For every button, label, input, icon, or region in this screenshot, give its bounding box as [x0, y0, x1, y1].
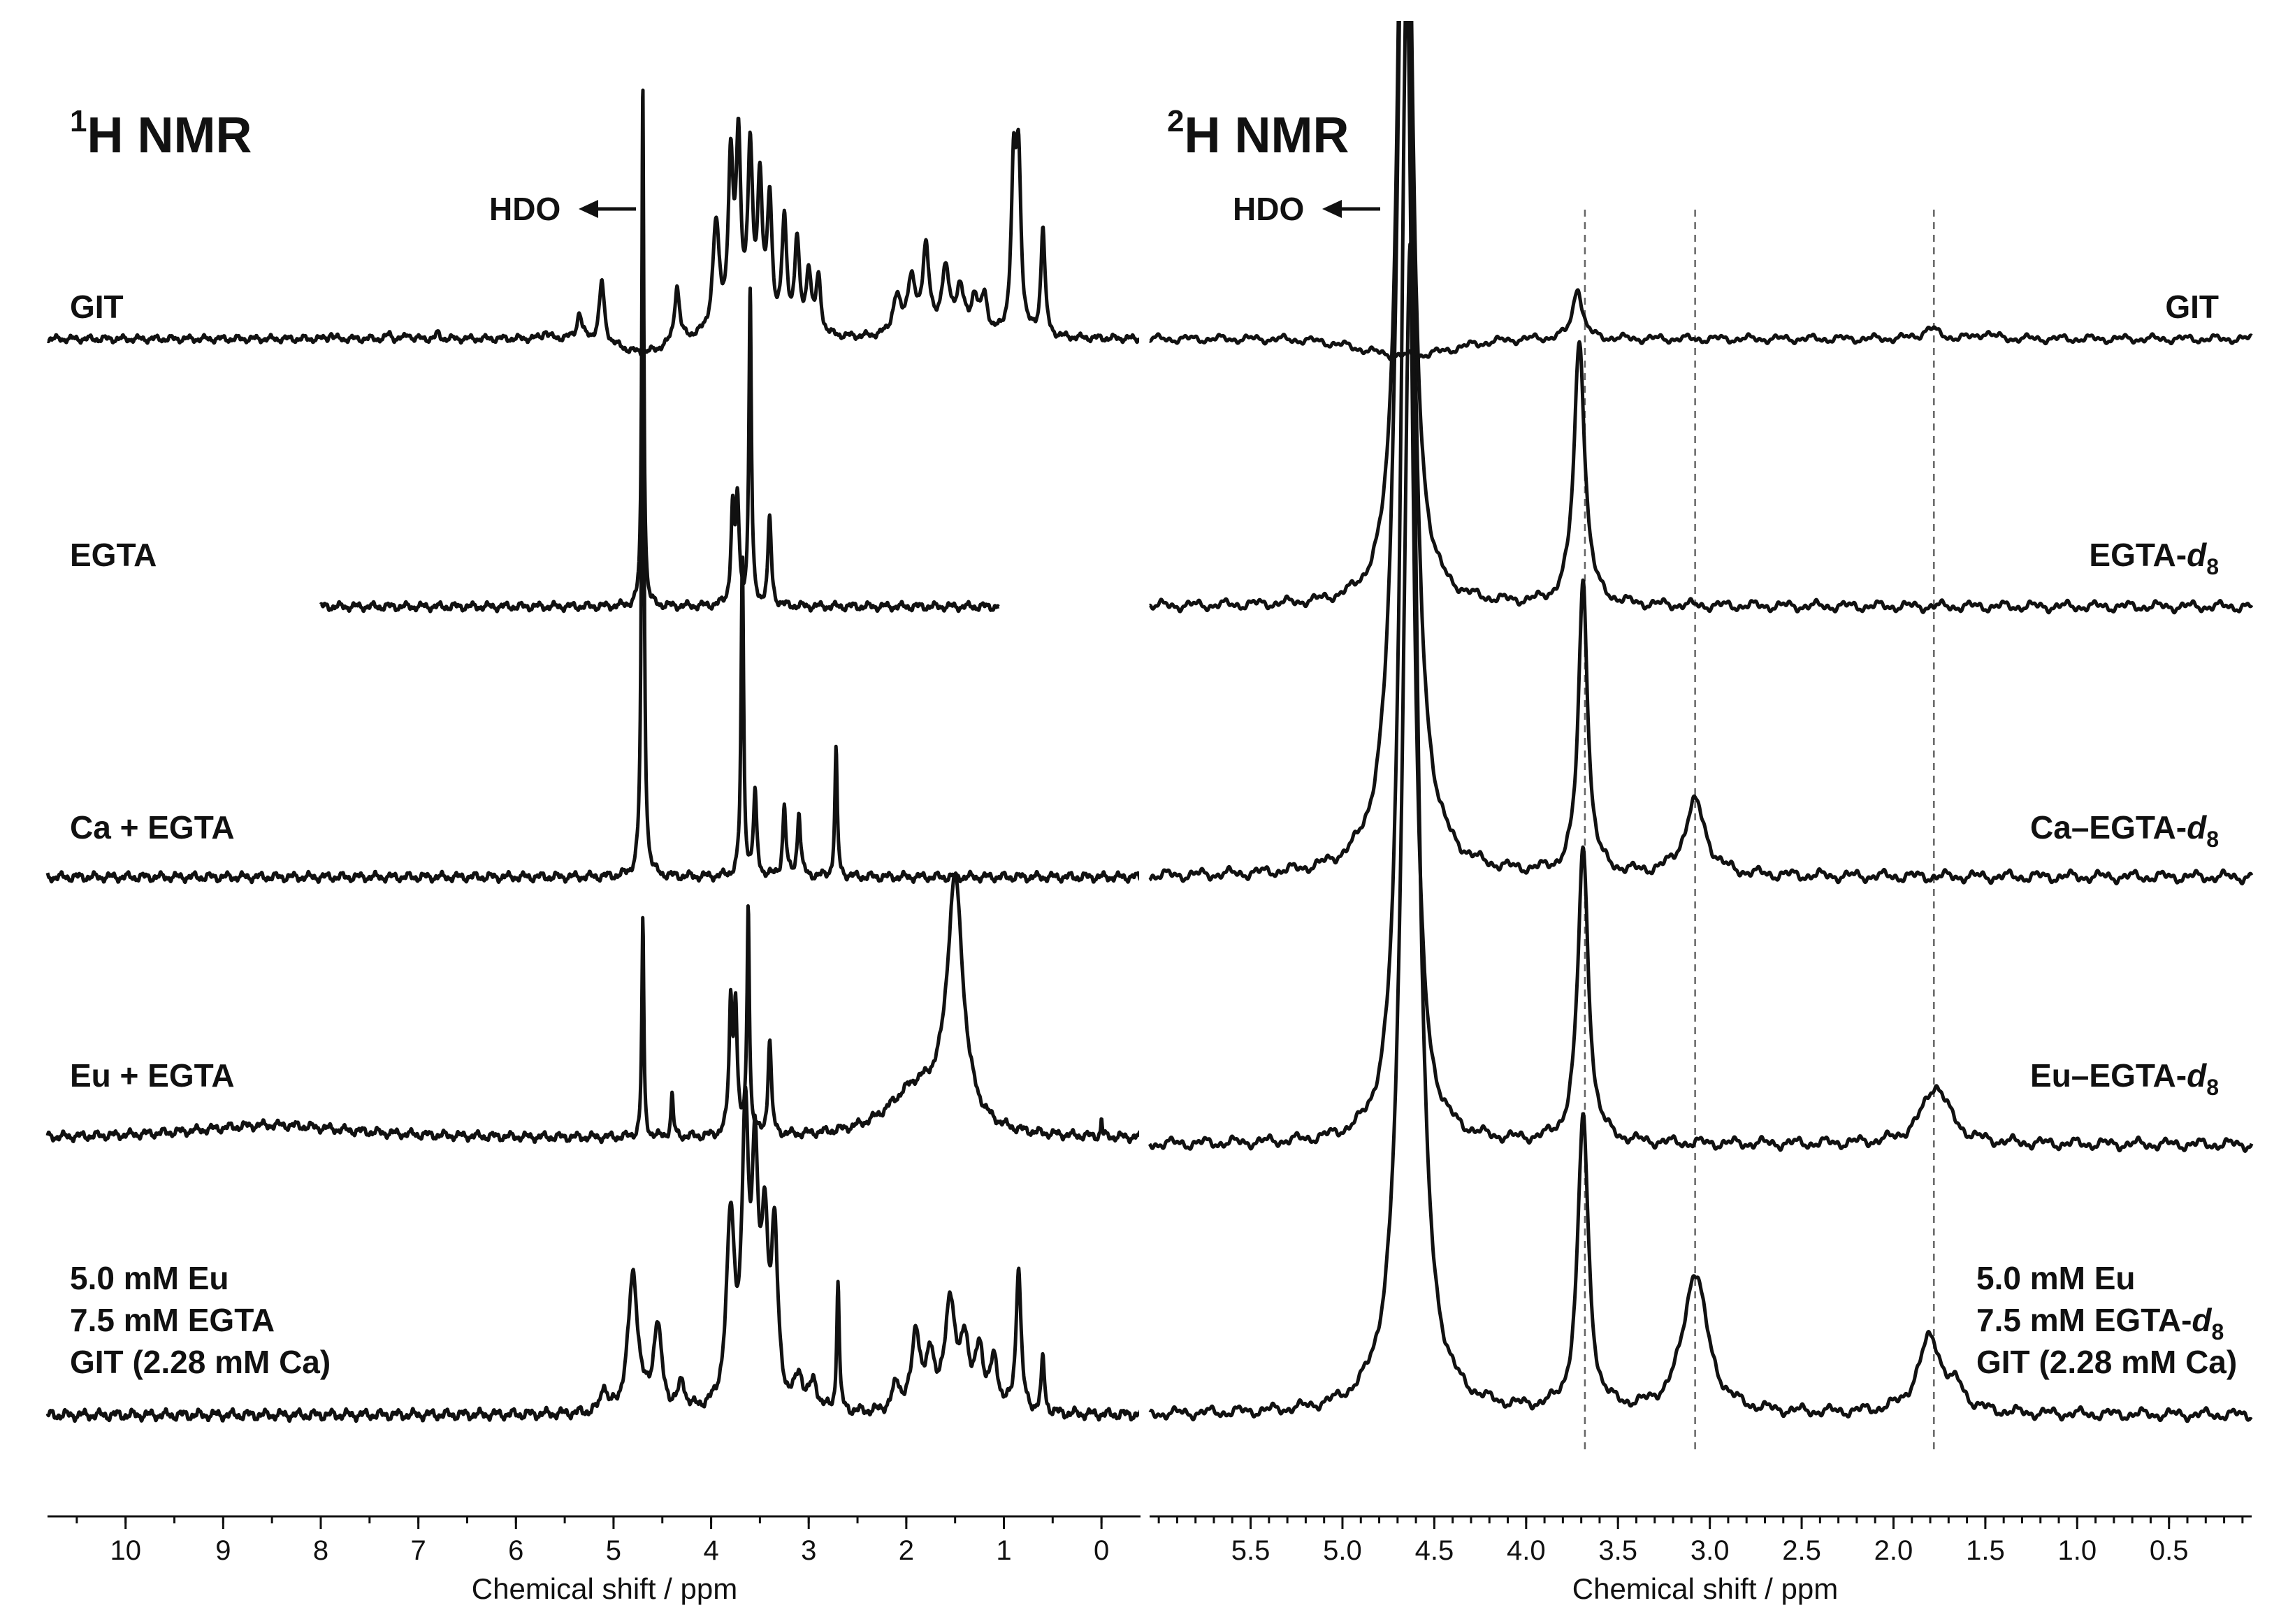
label-git-1h: GIT [70, 289, 124, 325]
tick-label: 5 [606, 1535, 621, 1566]
tick-label: 1.0 [2058, 1535, 2097, 1566]
hdo-arrow-head-1h [579, 200, 598, 218]
label-mix-line3-2h: GIT (2.28 mM Ca) [1976, 1344, 2237, 1380]
label-eu-egta-d8-2h: Eu–EGTA-d8 [2030, 1057, 2219, 1100]
trace-git-2h [1148, 288, 2253, 362]
panel-title-1h: 1H NMR [70, 104, 252, 164]
trace-eu-egta-1h [45, 873, 1139, 1145]
tick-label: 3.0 [1691, 1535, 1730, 1566]
tick-label: 4.5 [1415, 1535, 1454, 1566]
x-ticks-1h: 10 9 8 7 6 5 4 3 2 1 0 [75, 1516, 1109, 1566]
panel-title-2h: 2H NMR [1167, 104, 1349, 164]
tick-label: 4 [703, 1535, 718, 1566]
trace-eu-egta-d8-2h [1148, 21, 2254, 1153]
hdo-label-1h: HDO [489, 191, 560, 227]
tick-label: 9 [215, 1535, 231, 1566]
tick-label: 5.0 [1323, 1535, 1362, 1566]
guide-lines-2h [1584, 210, 1935, 1450]
label-ca-egta-1h: Ca + EGTA [70, 809, 235, 846]
tick-label: 4.0 [1507, 1535, 1546, 1566]
label-mix-line2-1h: 7.5 mM EGTA [70, 1302, 275, 1338]
tick-label: 3.5 [1598, 1535, 1637, 1566]
tick-label: 5.5 [1231, 1535, 1270, 1566]
label-mix-line2-2h: 7.5 mM EGTA-d8 [1976, 1302, 2224, 1344]
tick-label: 6 [508, 1535, 523, 1566]
label-eu-egta-1h: Eu + EGTA [70, 1057, 235, 1094]
tick-label: 2.5 [1782, 1535, 1821, 1566]
x-axis-title-1h: Chemical shift / ppm [472, 1572, 737, 1605]
trace-git-1h [46, 117, 1139, 357]
tick-label: 1.5 [1966, 1535, 2005, 1566]
tick-label: 3 [801, 1535, 816, 1566]
tick-label: 2 [899, 1535, 914, 1566]
x-axis-title-2h: Chemical shift / ppm [1572, 1572, 1838, 1605]
hdo-arrow-head-2h [1322, 200, 1342, 218]
trace-mix-2h [1148, 241, 2253, 1423]
trace-egta-1h [319, 88, 1001, 614]
label-mix-line1-1h: 5.0 mM Eu [70, 1260, 229, 1296]
x-ticks-2h: 5.5 5.0 4.5 4.0 3.5 3.0 2.5 2.0 1.5 1.0 0.5 [1157, 1516, 2244, 1566]
tick-label: 0.5 [2150, 1535, 2189, 1566]
tick-label: 1 [996, 1535, 1011, 1566]
label-mix-line3-1h: GIT (2.28 mM Ca) [70, 1344, 331, 1380]
tick-label: 0 [1094, 1535, 1109, 1566]
tick-label: 8 [313, 1535, 328, 1566]
traces-1h [45, 88, 1139, 1423]
trace-ca-egta-1h [45, 229, 1139, 885]
label-ca-egta-d8-2h: Ca–EGTA-d8 [2030, 809, 2219, 852]
tick-label: 2.0 [1874, 1535, 1913, 1566]
trace-mix-1h [45, 1085, 1139, 1423]
tick-label: 7 [411, 1535, 426, 1566]
trace-ca-egta-d8-2h [1148, 21, 2254, 886]
hdo-label-2h: HDO [1233, 191, 1304, 227]
panel-2h: 2H NMR HDO GIT EGTA-d8 Ca–EGTA-d8 Eu–EGT… [1148, 21, 2254, 1605]
label-egta-d8-2h: EGTA-d8 [2089, 537, 2219, 579]
label-git-2h: GIT [2165, 289, 2219, 325]
tick-label: 10 [110, 1535, 141, 1566]
label-mix-line1-2h: 5.0 mM Eu [1976, 1260, 2136, 1296]
trace-egta-d8-2h [1148, 21, 2254, 615]
traces-2h [1148, 21, 2254, 1423]
label-egta-1h: EGTA [70, 537, 157, 573]
panel-1h: 1H NMR HDO GIT EGTA Ca + EGTA Eu + EGTA … [45, 88, 1141, 1605]
